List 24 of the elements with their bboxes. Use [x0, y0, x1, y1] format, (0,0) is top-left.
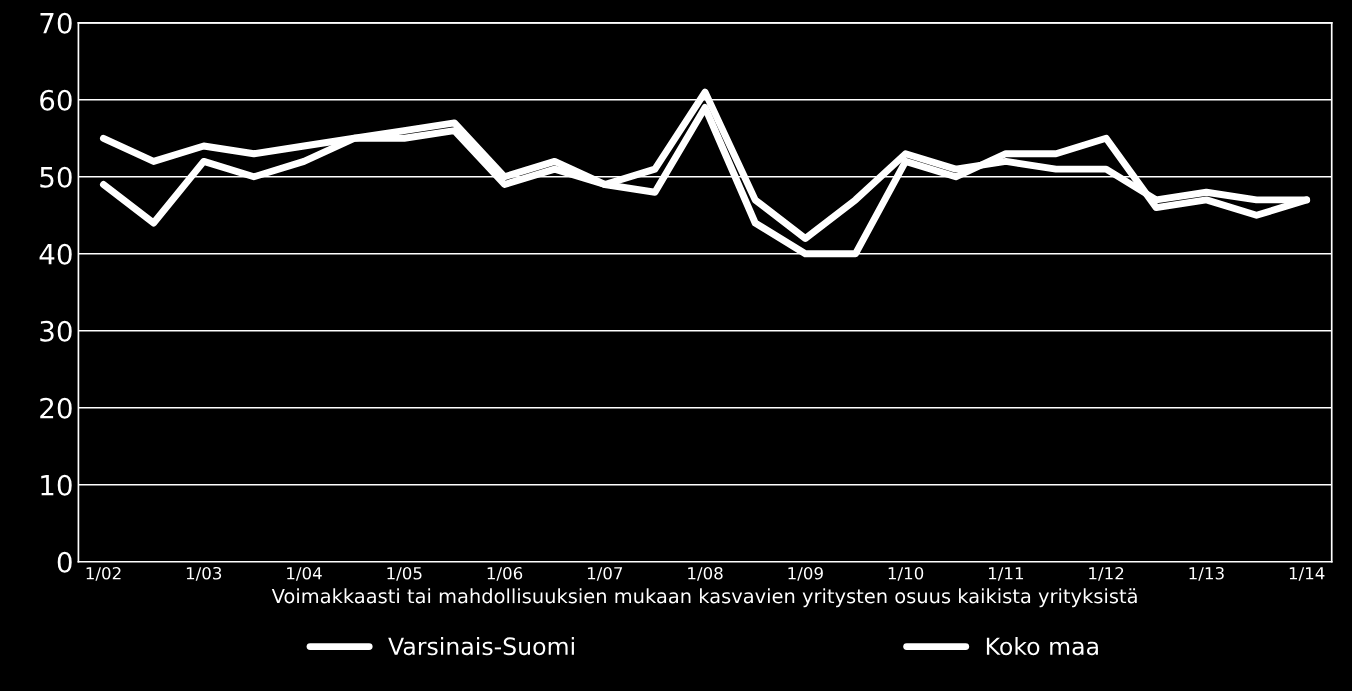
x-tick-label: 1/12	[1089, 566, 1124, 581]
y-tick-label: 10	[41, 474, 72, 496]
x-axis-title: Voimakkaasti tai mahdollisuuksien mukaan kasvavien yritysten osuus kaikista yrityksistä	[271, 588, 1137, 608]
legend-label: Varsinais-Suomi	[388, 636, 574, 656]
y-tick-label: 20	[40, 397, 72, 419]
x-tick-label: 1/02	[86, 566, 121, 581]
x-tick-label: 1/08	[688, 566, 723, 581]
x-tick-label: 1/14	[1289, 567, 1325, 581]
y-tick-label: 60	[40, 89, 72, 111]
legend-label: Koko maa	[986, 636, 1098, 656]
y-tick-label: 0	[57, 551, 72, 573]
y-tick-label: 30	[40, 320, 72, 342]
y-tick-label: 50	[40, 166, 72, 188]
x-tick-label: 1/06	[487, 566, 523, 581]
x-tick-label: 1/05	[387, 566, 422, 581]
x-tick-label: 1/09	[788, 566, 823, 581]
x-tick-label: 1/11	[988, 567, 1024, 581]
x-tick-label: 1/04	[287, 566, 322, 581]
y-tick-label: 70	[40, 12, 72, 34]
x-tick-label: 1/03	[186, 566, 222, 581]
x-tick-label: 1/10	[888, 566, 924, 581]
x-tick-label: 1/13	[1189, 566, 1224, 581]
y-tick-label: 40	[39, 243, 72, 265]
x-tick-label: 1/07	[587, 566, 623, 581]
